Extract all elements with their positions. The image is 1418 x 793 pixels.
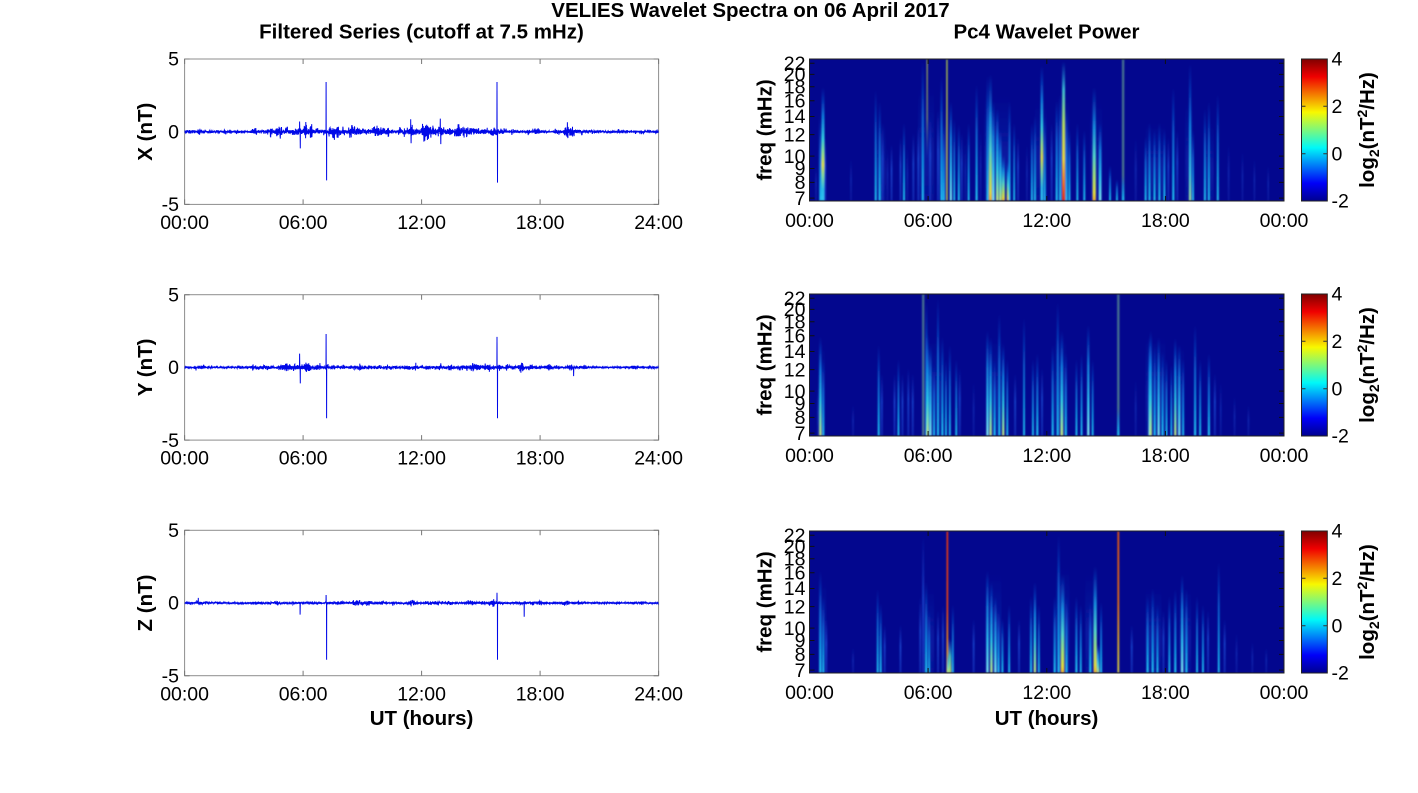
- svg-text:0: 0: [168, 121, 179, 143]
- svg-text:10: 10: [784, 618, 806, 640]
- svg-text:10: 10: [784, 146, 806, 168]
- svg-text:freq (mHz): freq (mHz): [754, 79, 777, 180]
- svg-text:18:00: 18:00: [516, 683, 565, 705]
- svg-text:VELIES Wavelet Spectra on 06 A: VELIES Wavelet Spectra on 06 April 2017: [551, 0, 949, 22]
- svg-text:log2(nT2/Hz): log2(nT2/Hz): [1354, 544, 1382, 660]
- svg-text:16: 16: [784, 325, 806, 347]
- svg-text:-5: -5: [162, 665, 179, 687]
- svg-text:5: 5: [168, 284, 179, 306]
- svg-text:18:00: 18:00: [516, 448, 565, 470]
- svg-text:8: 8: [795, 172, 806, 194]
- svg-text:-5: -5: [162, 194, 179, 216]
- svg-text:14: 14: [784, 578, 806, 600]
- svg-text:5: 5: [168, 520, 179, 542]
- svg-text:9: 9: [795, 630, 806, 652]
- svg-text:12:00: 12:00: [1022, 445, 1071, 467]
- svg-text:12:00: 12:00: [397, 212, 446, 234]
- svg-text:UT (hours): UT (hours): [995, 707, 1099, 730]
- svg-text:06:00: 06:00: [279, 683, 328, 705]
- svg-text:9: 9: [795, 158, 806, 180]
- svg-text:7: 7: [795, 188, 806, 210]
- svg-text:00:00: 00:00: [785, 445, 834, 467]
- svg-text:24:00: 24:00: [634, 448, 683, 470]
- svg-text:00:00: 00:00: [160, 683, 209, 705]
- svg-text:2: 2: [1332, 96, 1343, 118]
- svg-text:-5: -5: [162, 430, 179, 452]
- svg-text:4: 4: [1332, 49, 1343, 71]
- svg-text:06:00: 06:00: [904, 445, 953, 467]
- svg-text:16: 16: [784, 90, 806, 112]
- svg-text:18: 18: [784, 77, 806, 99]
- svg-text:22: 22: [784, 288, 806, 310]
- svg-text:freq (mHz): freq (mHz): [754, 551, 777, 652]
- svg-text:0: 0: [1332, 615, 1343, 637]
- svg-text:14: 14: [784, 341, 806, 363]
- svg-text:00:00: 00:00: [1260, 210, 1309, 232]
- svg-text:-2: -2: [1332, 663, 1349, 685]
- svg-text:0: 0: [1332, 143, 1343, 165]
- svg-text:18:00: 18:00: [516, 212, 565, 234]
- svg-text:20: 20: [784, 536, 806, 558]
- svg-text:18:00: 18:00: [1141, 445, 1190, 467]
- svg-text:9: 9: [795, 393, 806, 415]
- svg-text:8: 8: [795, 407, 806, 429]
- svg-text:24:00: 24:00: [634, 212, 683, 234]
- svg-text:Filtered Series (cutoff at 7.5: Filtered Series (cutoff at 7.5 mHz): [259, 21, 584, 44]
- svg-text:06:00: 06:00: [279, 448, 328, 470]
- svg-text:18: 18: [784, 312, 806, 334]
- svg-text:7: 7: [795, 423, 806, 445]
- svg-text:UT (hours): UT (hours): [370, 707, 474, 730]
- svg-text:18:00: 18:00: [1141, 210, 1190, 232]
- svg-text:18: 18: [784, 549, 806, 571]
- svg-text:22: 22: [784, 53, 806, 75]
- svg-text:10: 10: [784, 381, 806, 403]
- svg-text:20: 20: [784, 64, 806, 86]
- svg-text:12: 12: [784, 596, 806, 618]
- svg-text:5: 5: [168, 49, 179, 71]
- svg-text:06:00: 06:00: [904, 210, 953, 232]
- svg-text:20: 20: [784, 299, 806, 321]
- svg-text:18:00: 18:00: [1141, 682, 1190, 704]
- svg-text:06:00: 06:00: [904, 682, 953, 704]
- svg-text:Pc4 Wavelet Power: Pc4 Wavelet Power: [953, 21, 1139, 44]
- svg-text:00:00: 00:00: [1260, 682, 1309, 704]
- svg-text:12: 12: [784, 359, 806, 381]
- svg-text:Z (nT): Z (nT): [134, 575, 157, 632]
- svg-text:freq (mHz): freq (mHz): [754, 314, 777, 415]
- svg-text:4: 4: [1332, 521, 1343, 543]
- svg-text:Y (nT): Y (nT): [134, 339, 157, 397]
- svg-text:0: 0: [168, 357, 179, 379]
- svg-text:2: 2: [1332, 568, 1343, 590]
- svg-text:14: 14: [784, 106, 806, 128]
- svg-text:12:00: 12:00: [1022, 682, 1071, 704]
- svg-text:0: 0: [168, 593, 179, 615]
- svg-text:00:00: 00:00: [785, 682, 834, 704]
- svg-text:00:00: 00:00: [1260, 445, 1309, 467]
- svg-text:16: 16: [784, 562, 806, 584]
- svg-text:0: 0: [1332, 378, 1343, 400]
- svg-text:12:00: 12:00: [397, 683, 446, 705]
- svg-text:22: 22: [784, 525, 806, 547]
- svg-text:12: 12: [784, 124, 806, 146]
- svg-text:00:00: 00:00: [785, 210, 834, 232]
- svg-text:24:00: 24:00: [634, 683, 683, 705]
- svg-text:00:00: 00:00: [160, 448, 209, 470]
- svg-text:-2: -2: [1332, 191, 1349, 213]
- svg-text:-2: -2: [1332, 426, 1349, 448]
- svg-text:06:00: 06:00: [279, 212, 328, 234]
- svg-text:7: 7: [795, 660, 806, 682]
- svg-text:X (nT): X (nT): [134, 103, 157, 161]
- svg-text:2: 2: [1332, 331, 1343, 353]
- svg-text:8: 8: [795, 644, 806, 666]
- svg-text:00:00: 00:00: [160, 212, 209, 234]
- svg-text:log2(nT2/Hz): log2(nT2/Hz): [1354, 72, 1382, 188]
- svg-text:log2(nT2/Hz): log2(nT2/Hz): [1354, 307, 1382, 423]
- svg-text:12:00: 12:00: [1022, 210, 1071, 232]
- svg-text:12:00: 12:00: [397, 448, 446, 470]
- svg-text:4: 4: [1332, 284, 1343, 306]
